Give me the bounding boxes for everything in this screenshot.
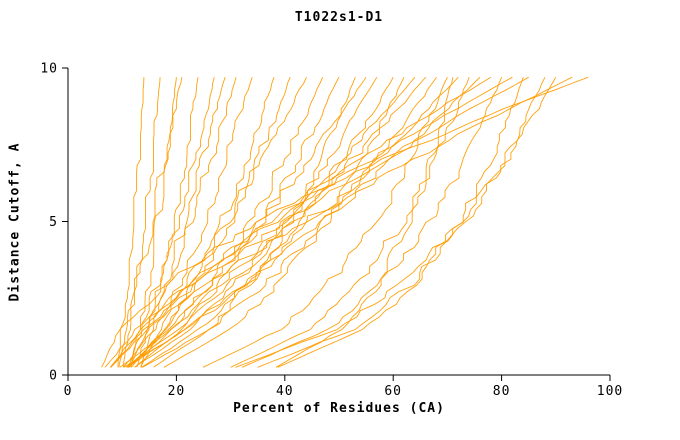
x-tick-label: 20 [168, 384, 186, 399]
model-curve [117, 77, 145, 368]
model-curve [277, 77, 524, 368]
model-curve [119, 76, 416, 368]
y-tick-label: 10 [40, 62, 58, 77]
model-curve [257, 76, 546, 368]
model-curve [110, 76, 573, 368]
model-curve [130, 77, 177, 368]
x-tick-label: 80 [493, 384, 511, 399]
x-tick-label: 60 [384, 384, 402, 399]
chart-title: T1022s1-D1 [294, 10, 384, 25]
model-curve [127, 77, 215, 368]
x-tick-label: 40 [276, 384, 294, 399]
model-curve [163, 77, 405, 368]
model-curve [241, 77, 503, 368]
model-curve [118, 77, 183, 368]
y-tick-label: 5 [49, 215, 58, 230]
model-curve [128, 77, 291, 368]
model-curve [128, 77, 237, 368]
model-curve [202, 77, 448, 368]
model-curve [134, 76, 378, 368]
model-curve [142, 76, 437, 368]
model-curve [127, 77, 324, 368]
model-curve [125, 76, 427, 368]
y-axis-label: Distance Cutoff, A [7, 142, 23, 302]
model-curve [230, 77, 470, 368]
model-curve [131, 77, 275, 368]
y-tick-label: 0 [49, 369, 58, 384]
x-tick-label: 0 [64, 384, 73, 399]
x-tick-label: 100 [597, 384, 623, 399]
model-curve [153, 77, 356, 368]
model-curve [136, 77, 199, 368]
model-curve [104, 76, 513, 368]
model-curve [140, 77, 226, 368]
model-curve [101, 76, 589, 368]
x-axis-label: Percent of Residues (CA) [233, 401, 445, 416]
model-curve [140, 77, 253, 368]
model-curve [110, 76, 529, 368]
model-curve [141, 76, 394, 368]
model-curve [123, 76, 481, 368]
model-curve [109, 76, 492, 368]
model-curve [275, 77, 454, 368]
